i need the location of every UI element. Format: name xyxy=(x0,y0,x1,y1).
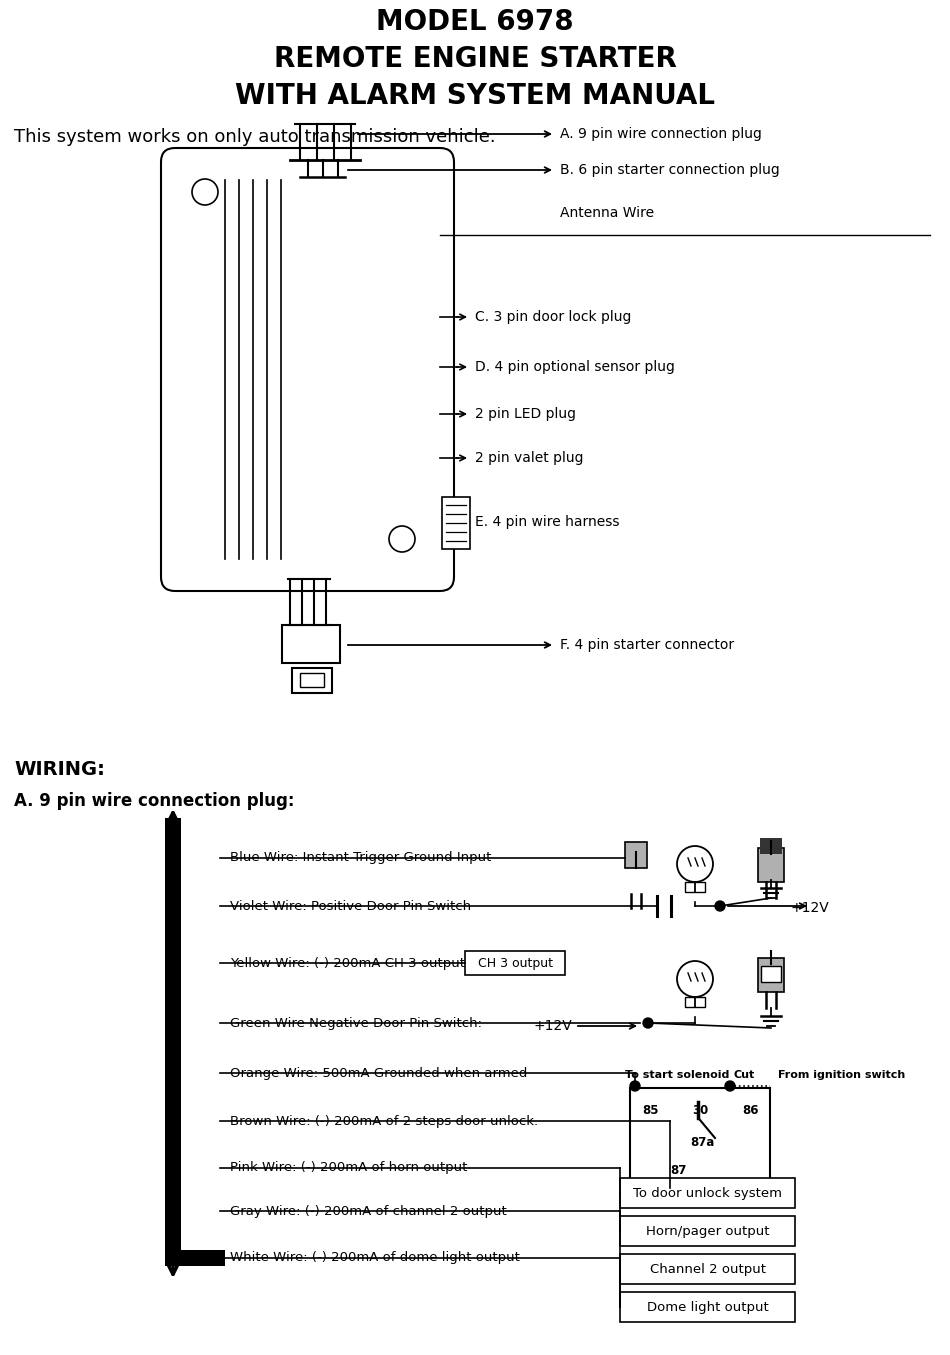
Text: 30: 30 xyxy=(692,1103,709,1117)
Text: Antenna Wire: Antenna Wire xyxy=(560,206,655,220)
Text: A. 9 pin wire connection plug:: A. 9 pin wire connection plug: xyxy=(14,793,294,810)
Text: CH 3 output: CH 3 output xyxy=(478,957,553,969)
Bar xyxy=(758,958,784,992)
Text: 87a: 87a xyxy=(690,1137,714,1149)
Bar xyxy=(620,1293,795,1322)
Bar xyxy=(165,818,181,1266)
Text: Pink Wire: (-) 200mA of horn output: Pink Wire: (-) 200mA of horn output xyxy=(230,1161,467,1175)
Text: E. 4 pin wire harness: E. 4 pin wire harness xyxy=(475,515,619,528)
Circle shape xyxy=(677,846,713,882)
Text: To start solenoid: To start solenoid xyxy=(625,1070,730,1080)
Text: +12V: +12V xyxy=(790,901,828,915)
Text: 2 pin valet plug: 2 pin valet plug xyxy=(475,451,583,465)
Bar xyxy=(300,673,324,687)
Bar xyxy=(620,1215,795,1247)
Text: REMOTE ENGINE STARTER: REMOTE ENGINE STARTER xyxy=(274,45,676,73)
Bar xyxy=(758,848,784,882)
Text: Yellow Wire: (-) 200mA CH 3 output: Yellow Wire: (-) 200mA CH 3 output xyxy=(230,957,465,969)
Text: Blue Wire: Instant Trigger Ground Input: Blue Wire: Instant Trigger Ground Input xyxy=(230,851,491,864)
Text: Orange Wire: 500mA Grounded when armed: Orange Wire: 500mA Grounded when armed xyxy=(230,1066,527,1080)
Text: Brown Wire: (-) 200mA of 2 steps door unlock.: Brown Wire: (-) 200mA of 2 steps door un… xyxy=(230,1115,538,1127)
Text: WITH ALARM SYSTEM MANUAL: WITH ALARM SYSTEM MANUAL xyxy=(235,83,715,110)
Bar xyxy=(760,837,782,854)
Circle shape xyxy=(389,526,415,551)
Text: From ignition switch: From ignition switch xyxy=(778,1070,905,1080)
Text: 86: 86 xyxy=(742,1103,758,1117)
Circle shape xyxy=(715,901,725,911)
Text: Cut: Cut xyxy=(733,1070,754,1080)
Bar xyxy=(685,882,705,892)
Circle shape xyxy=(630,1081,640,1091)
Bar xyxy=(620,1177,795,1209)
Bar xyxy=(685,997,705,1007)
Text: +12V: +12V xyxy=(533,1019,572,1033)
Text: Dome light output: Dome light output xyxy=(647,1301,769,1313)
Text: A. 9 pin wire connection plug: A. 9 pin wire connection plug xyxy=(560,127,762,141)
Text: Violet Wire: Positive Door Pin Switch: Violet Wire: Positive Door Pin Switch xyxy=(230,900,471,912)
Bar xyxy=(761,966,781,982)
Bar xyxy=(465,951,565,976)
Text: C. 3 pin door lock plug: C. 3 pin door lock plug xyxy=(475,310,632,324)
Text: White Wire: (-) 200mA of dome light output: White Wire: (-) 200mA of dome light outp… xyxy=(230,1252,520,1264)
Text: 85: 85 xyxy=(642,1103,658,1117)
Circle shape xyxy=(677,961,713,997)
Bar xyxy=(620,1253,795,1285)
Circle shape xyxy=(192,179,218,205)
Text: MODEL 6978: MODEL 6978 xyxy=(376,8,574,37)
Bar xyxy=(625,841,647,869)
Text: This system works on only auto transmission vehicle.: This system works on only auto transmiss… xyxy=(14,127,496,146)
Text: Horn/pager output: Horn/pager output xyxy=(646,1225,770,1237)
Bar xyxy=(442,497,470,549)
Bar xyxy=(630,1088,770,1188)
Text: 2 pin LED plug: 2 pin LED plug xyxy=(475,406,576,421)
Text: Gray Wire: (-) 200mA of channel 2 output: Gray Wire: (-) 200mA of channel 2 output xyxy=(230,1205,506,1218)
Circle shape xyxy=(643,1018,653,1028)
Bar xyxy=(292,668,332,692)
Text: Green Wire Negative Door Pin Switch:: Green Wire Negative Door Pin Switch: xyxy=(230,1016,482,1030)
Bar xyxy=(282,625,340,663)
Text: B. 6 pin starter connection plug: B. 6 pin starter connection plug xyxy=(560,163,780,178)
Text: F. 4 pin starter connector: F. 4 pin starter connector xyxy=(560,638,734,652)
Circle shape xyxy=(725,1081,735,1091)
FancyBboxPatch shape xyxy=(161,148,454,591)
Text: WIRING:: WIRING: xyxy=(14,760,104,779)
Text: Channel 2 output: Channel 2 output xyxy=(650,1263,766,1275)
Bar xyxy=(165,1251,225,1266)
Text: D. 4 pin optional sensor plug: D. 4 pin optional sensor plug xyxy=(475,360,674,374)
Text: To door unlock system: To door unlock system xyxy=(633,1187,782,1199)
Text: 87: 87 xyxy=(670,1164,686,1176)
